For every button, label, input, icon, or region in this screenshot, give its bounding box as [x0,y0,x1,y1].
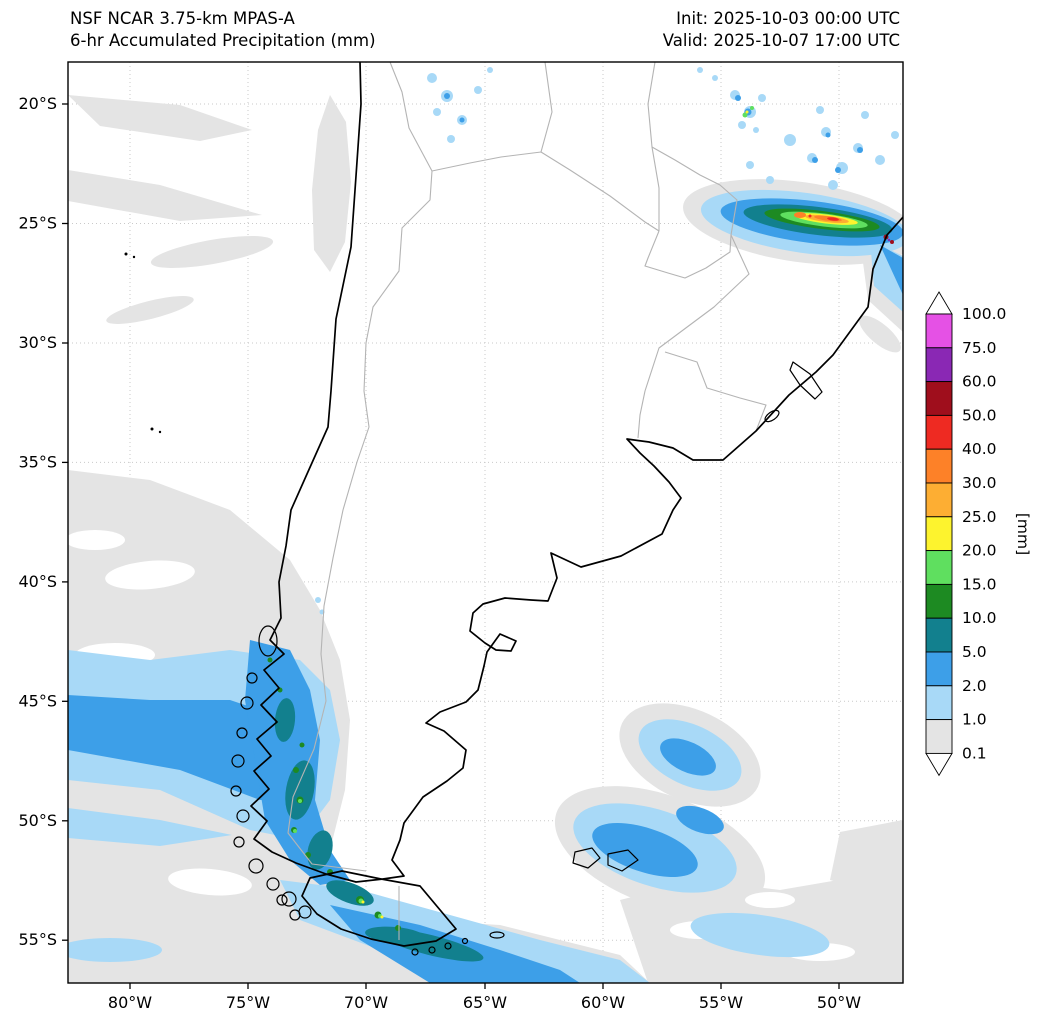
valid-time-label: Valid: 2025-10-07 17:00 UTC [663,31,900,50]
coastlines [124,62,903,956]
colorbar-segment [925,617,953,653]
lat-tick-label: 50°S [18,811,57,830]
lat-tick-label: 30°S [18,333,57,352]
map-area [68,62,903,983]
lat-tick-label: 20°S [18,94,57,113]
colorbar-segment [925,414,953,450]
colorbar-label: 2.0 [962,677,987,695]
colorbar: 100.0 75.0 60.0 50.0 40.0 30.0 25.0 20.0… [925,291,1032,777]
model-title: NSF NCAR 3.75-km MPAS-A [70,9,295,28]
colorbar-label: 10.0 [962,609,997,627]
lat-tick-label: 35°S [18,452,57,471]
lon-tick-label: 75°W [226,993,270,1012]
colorbar-segment [925,719,953,754]
precip-layer-60mm [887,238,891,242]
colorbar-label: 25.0 [962,508,997,526]
y-axis-labels: 20°S 25°S 30°S 35°S 40°S 45°S 50°S 55°S [18,94,57,949]
colorbar-segment [925,381,953,416]
country-borders [287,62,767,940]
axis-ticks [62,103,840,989]
lat-tick-label: 55°S [18,930,57,949]
falkland-islands [572,847,639,872]
colorbar-arrow-low [925,752,953,777]
lagoa-dos-patos [789,361,823,400]
colorbar-tick-labels: 100.0 75.0 60.0 50.0 40.0 30.0 25.0 20.0… [962,305,1006,762]
colorbar-label: 5.0 [962,643,987,661]
colorbar-label: 15.0 [962,575,997,593]
colorbar-segment [925,448,953,484]
cape-horn-islands [411,931,505,956]
colorbar-segment [925,583,953,619]
lon-tick-label: 55°W [699,993,743,1012]
precip-layer-40mm [808,214,839,221]
lon-tick-label: 80°W [108,993,152,1012]
colorbar-segment [925,516,953,552]
lat-tick-label: 25°S [18,214,57,233]
colorbar-label: 20.0 [962,542,997,560]
colorbar-segment [925,685,953,721]
colorbar-label: 75.0 [962,339,997,357]
colorbar-segment [925,482,953,518]
colorbar-label: 30.0 [962,474,997,492]
tierra-del-fuego-coastline [301,870,457,947]
x-axis-labels: 80°W 75°W 70°W 65°W 60°W 55°W 50°W [108,993,861,1012]
lon-tick-label: 60°W [581,993,625,1012]
colorbar-label: 0.1 [962,744,987,762]
colorbar-segment [925,651,953,687]
lon-tick-label: 70°W [344,993,388,1012]
init-time-label: Init: 2025-10-03 00:00 UTC [676,9,900,28]
product-title: 6-hr Accumulated Precipitation (mm) [70,31,376,50]
lon-tick-label: 65°W [463,993,507,1012]
pacific-islands-dots [124,252,162,434]
colorbar-segment [925,313,953,349]
colorbar-label: 40.0 [962,440,997,458]
colorbar-label: 100.0 [962,305,1006,323]
fjord-islands [230,625,312,921]
colorbar-label: 1.0 [962,711,987,729]
colorbar-label: 50.0 [962,406,997,424]
colorbar-unit-label: [mm] [1014,513,1032,555]
lat-tick-label: 40°S [18,572,57,591]
colorbar-label: 60.0 [962,373,997,391]
colorbar-segment [925,347,953,383]
lat-tick-label: 45°S [18,691,57,710]
mainland-coastline [250,62,903,883]
lagoa-mirim [764,409,780,423]
lon-tick-label: 50°W [817,993,861,1012]
colorbar-segment [925,550,953,585]
